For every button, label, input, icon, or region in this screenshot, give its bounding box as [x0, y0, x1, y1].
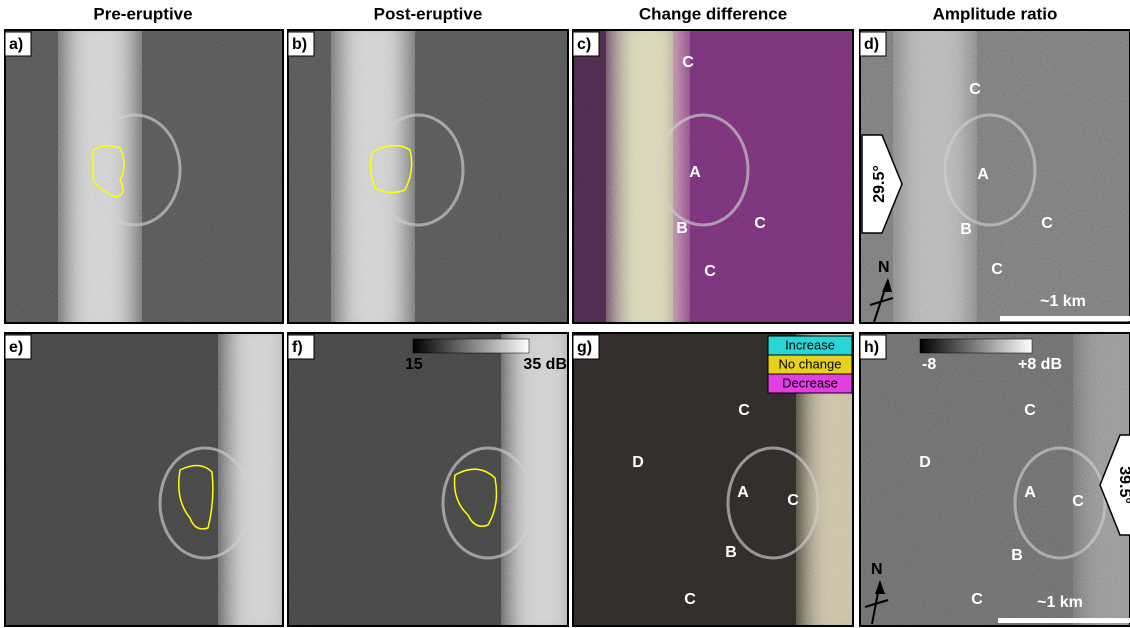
colorbar — [919, 338, 1033, 354]
panel-label: a) — [9, 36, 23, 53]
panel-labels: a) b) c) d) e) f) g) h) — [4, 31, 887, 360]
scale-label: ~1 km — [1037, 594, 1083, 611]
annotation: D — [632, 454, 644, 471]
column-header: Change difference — [639, 4, 787, 23]
panel-frame — [859, 29, 1130, 324]
vent-outline — [369, 144, 413, 194]
look-arrow — [861, 134, 903, 234]
vent-outline — [92, 145, 125, 198]
annotation: C — [991, 261, 1003, 278]
sar-image — [288, 30, 568, 323]
colorbar-min: 15 — [405, 356, 423, 373]
panel-label: h) — [864, 339, 879, 356]
look-angle: 29.5° — [871, 165, 888, 203]
annotation: C — [971, 591, 983, 608]
annotation: A — [1024, 484, 1036, 501]
vent-outline — [178, 464, 214, 530]
panel-frame — [572, 29, 854, 324]
annotation: C — [1041, 215, 1053, 232]
sar-image — [860, 30, 1130, 323]
panel-label: b) — [292, 36, 307, 53]
panel-frame — [287, 29, 569, 324]
panel-frame — [859, 332, 1130, 627]
scale-label: ~1 km — [1040, 293, 1086, 310]
north-label: N — [878, 259, 890, 276]
panel-frame — [287, 332, 569, 627]
annotation: C — [684, 591, 696, 608]
colorbar-max: 35 dB — [523, 356, 567, 373]
colorbar-min: -8 — [922, 356, 936, 373]
sar-image — [5, 333, 283, 626]
sar-image — [860, 333, 1130, 626]
legend-entry: No change — [779, 356, 842, 371]
annotation: B — [676, 220, 688, 237]
sar-image — [5, 30, 283, 323]
annotation: A — [689, 164, 701, 181]
panel-frame — [572, 332, 854, 627]
legend-entry: Decrease — [782, 375, 838, 390]
vent-outline — [453, 468, 498, 527]
annotation: B — [1011, 547, 1023, 564]
annotation: B — [960, 221, 972, 238]
north-arrow-head — [875, 580, 885, 594]
annotation: C — [754, 215, 766, 232]
annotation: D — [919, 454, 931, 471]
sar-image — [573, 30, 853, 323]
look-arrow — [1099, 434, 1130, 536]
north-arrow-head — [882, 278, 892, 292]
column-header: Amplitude ratio — [933, 4, 1058, 23]
overlays: a) b) c) d) e) f) g) h) C A B C C C A B … — [4, 31, 1130, 625]
panel-label: d) — [864, 36, 879, 53]
panels — [4, 29, 1130, 627]
panel-label: c) — [577, 36, 591, 53]
look-angle: 39.5° — [1116, 466, 1130, 504]
annotation: C — [787, 492, 799, 509]
colorbar — [412, 338, 530, 354]
annotation: C — [738, 402, 750, 419]
annotation: A — [737, 484, 749, 501]
panel-label: g) — [577, 339, 592, 356]
north-arrow — [864, 599, 889, 608]
panel-label: e) — [9, 339, 23, 356]
annotation: C — [682, 54, 694, 71]
legend-swatch — [767, 373, 853, 394]
panel-frame — [4, 29, 284, 324]
legend-entry: Increase — [785, 337, 835, 352]
panel-label: f) — [292, 339, 303, 356]
column-header: Pre-eruptive — [93, 4, 192, 23]
scale-bar — [1000, 316, 1130, 321]
colorbar-max: +8 dB — [1018, 356, 1062, 373]
annotation: C — [704, 263, 716, 280]
annotation: A — [977, 166, 989, 183]
annotation: B — [725, 544, 737, 561]
north-label: N — [871, 561, 883, 578]
annotation: C — [1024, 402, 1036, 419]
sar-image — [288, 333, 568, 626]
scale-bar — [998, 618, 1130, 623]
panel-frame — [4, 332, 284, 627]
column-header: Post-eruptive — [374, 4, 483, 23]
annotation: C — [1072, 493, 1084, 510]
north-arrow — [869, 297, 894, 306]
annotation: C — [969, 81, 981, 98]
